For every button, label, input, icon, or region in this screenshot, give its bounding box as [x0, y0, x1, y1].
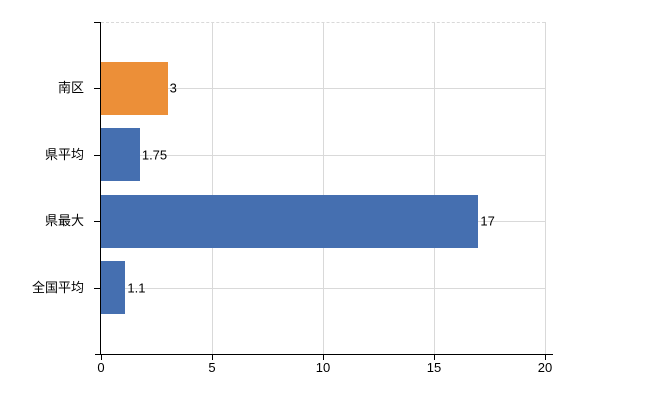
x-axis-tick [434, 355, 435, 360]
x-axis-tick [545, 355, 546, 360]
x-axis-tick [101, 355, 102, 360]
x-axis-line [95, 354, 553, 355]
category-label: 全国平均 [31, 279, 84, 295]
horizontal-gridline [101, 154, 545, 156]
x-tick-label: 0 [97, 360, 105, 375]
x-axis-tick [212, 355, 213, 360]
value-label: 1.1 [127, 280, 146, 296]
y-axis-tick [94, 154, 100, 156]
x-tick-label: 20 [537, 360, 553, 375]
value-label: 1.75 [141, 147, 168, 163]
x-tick-label: 10 [315, 360, 331, 375]
y-axis-tick [94, 221, 100, 223]
y-axis-tick [94, 88, 100, 90]
vertical-gridline [545, 22, 546, 354]
x-axis-tick [323, 355, 324, 360]
bar-県最大 [101, 194, 479, 248]
value-label: 3 [169, 80, 177, 96]
vertical-gridline [212, 22, 213, 354]
horizontal-gridline [101, 287, 545, 289]
x-tick-label: 15 [426, 360, 442, 375]
y-axis-tick [94, 22, 100, 23]
bar-全国平均 [101, 261, 126, 315]
category-label: 南区 [57, 80, 84, 96]
category-label: 県平均 [44, 146, 84, 162]
vertical-gridline [323, 22, 324, 354]
y-axis-tick [94, 287, 100, 289]
y-axis-line [100, 22, 101, 354]
value-label: 17 [480, 213, 495, 229]
plot-area: 3 1.75 17 1.1 [101, 22, 546, 354]
bar-南区 [101, 61, 168, 115]
x-tick-label: 5 [208, 360, 216, 375]
category-label: 県最大 [44, 213, 84, 229]
vertical-gridline [434, 22, 435, 354]
bar-県平均 [101, 128, 140, 182]
horizontal-gridline [101, 88, 545, 90]
